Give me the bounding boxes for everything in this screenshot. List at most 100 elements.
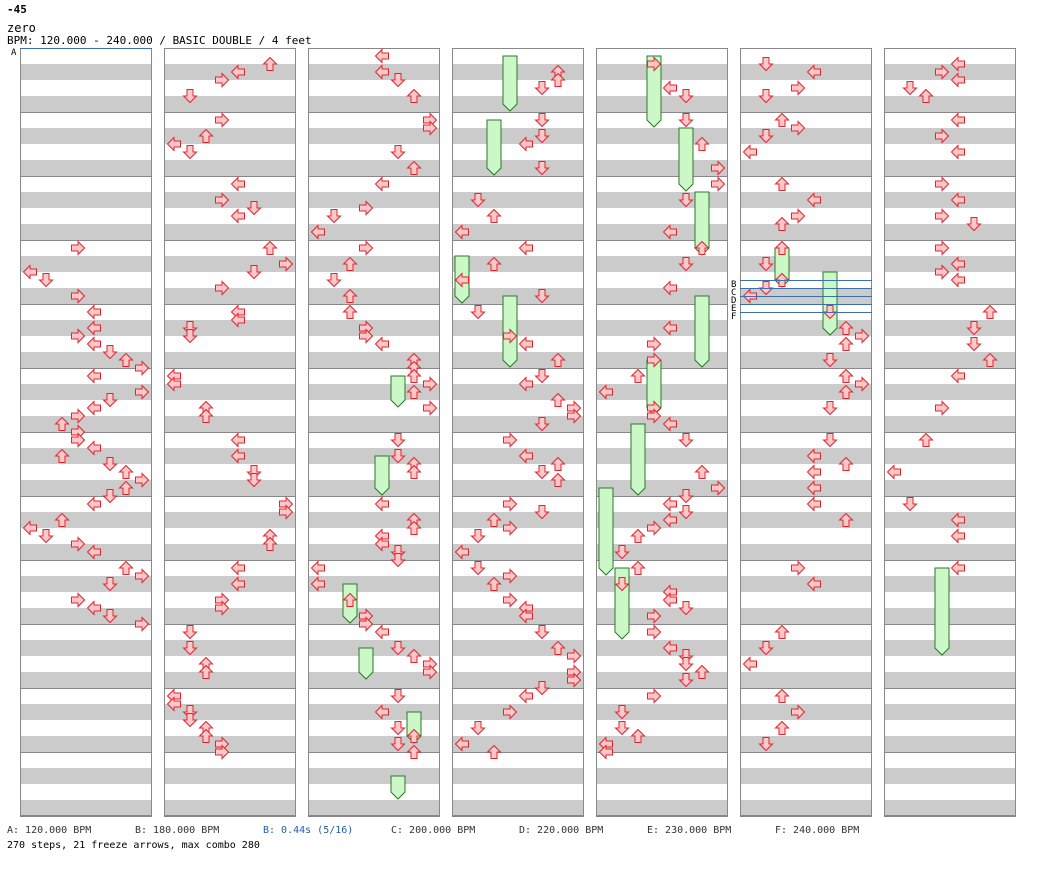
beat-stripe — [596, 160, 728, 176]
beat-stripe — [740, 128, 872, 144]
beat-stripe — [164, 608, 296, 624]
beat-stripe — [740, 320, 872, 336]
beat-stripe — [452, 224, 584, 240]
beat-stripe — [20, 640, 152, 656]
beat-stripe — [308, 512, 440, 528]
beat-stripe — [20, 96, 152, 112]
beat-stripe — [20, 704, 152, 720]
legend-bpm-e: E: 230.000 BPM — [647, 825, 732, 836]
beat-stripe — [596, 768, 728, 784]
difficulty-level: -45 — [7, 3, 27, 16]
beat-stripe — [20, 256, 152, 272]
beat-stripe — [452, 416, 584, 432]
bpm-marker-label: D — [731, 296, 736, 306]
beat-stripe — [452, 448, 584, 464]
beat-stripe — [20, 608, 152, 624]
beat-stripe — [164, 160, 296, 176]
beat-stripe — [740, 64, 872, 80]
freeze-arrow — [502, 55, 518, 112]
beat-stripe — [308, 64, 440, 80]
freeze-arrow — [486, 119, 502, 176]
beat-stripe — [308, 768, 440, 784]
song-title: zero — [7, 21, 36, 35]
beat-stripe — [452, 288, 584, 304]
bpm-marker-label: C — [731, 288, 736, 298]
beat-stripe — [884, 640, 1016, 656]
chart-column — [596, 48, 728, 817]
chart-stats: 270 steps, 21 freeze arrows, max combo 2… — [7, 840, 260, 851]
beat-stripe — [740, 800, 872, 816]
beat-stripe — [884, 480, 1016, 496]
beat-stripe — [20, 384, 152, 400]
beat-stripe — [452, 256, 584, 272]
beat-stripe — [20, 512, 152, 528]
beat-stripe — [452, 704, 584, 720]
beat-stripe — [164, 256, 296, 272]
beat-stripe — [740, 512, 872, 528]
beat-stripe — [740, 160, 872, 176]
beat-stripe — [308, 128, 440, 144]
beat-stripe — [884, 128, 1016, 144]
beat-stripe — [452, 160, 584, 176]
beat-stripe — [308, 448, 440, 464]
beat-stripe — [452, 320, 584, 336]
beat-stripe — [308, 160, 440, 176]
beat-stripe — [308, 544, 440, 560]
beat-stripe — [596, 800, 728, 816]
bpm-marker-label: B — [731, 280, 736, 290]
beat-stripe — [164, 416, 296, 432]
freeze-arrow — [390, 775, 406, 800]
beat-stripe — [740, 608, 872, 624]
beat-stripe — [740, 704, 872, 720]
beat-stripe — [452, 576, 584, 592]
beat-stripe — [308, 384, 440, 400]
beat-stripe — [596, 384, 728, 400]
beat-stripe — [740, 672, 872, 688]
beat-stripe — [20, 768, 152, 784]
beat-stripe — [164, 352, 296, 368]
column-border — [308, 48, 440, 816]
legend-bpm-c: C: 200.000 BPM — [391, 825, 476, 836]
freeze-arrow — [374, 455, 390, 496]
beat-stripe — [596, 448, 728, 464]
beat-stripe — [308, 672, 440, 688]
beat-stripe — [20, 224, 152, 240]
beat-stripe — [884, 448, 1016, 464]
beat-stripe — [20, 128, 152, 144]
beat-stripe — [740, 480, 872, 496]
column-border — [884, 48, 1016, 816]
beat-stripe — [452, 128, 584, 144]
beat-stripe — [308, 640, 440, 656]
beat-stripe — [884, 192, 1016, 208]
beat-stripe — [164, 576, 296, 592]
beat-stripe — [20, 800, 152, 816]
beat-stripe — [884, 672, 1016, 688]
chart-column — [308, 48, 440, 817]
beat-stripe — [884, 768, 1016, 784]
beat-stripe — [164, 192, 296, 208]
beat-stripe — [452, 480, 584, 496]
freeze-arrow — [630, 423, 646, 496]
beat-stripe — [740, 640, 872, 656]
beat-stripe — [452, 672, 584, 688]
bpm-marker-label: F — [731, 312, 736, 322]
beat-stripe — [20, 192, 152, 208]
legend-bpm-b: B: 180.000 BPM — [135, 825, 220, 836]
freeze-arrow — [822, 271, 838, 336]
column-border — [740, 48, 872, 816]
beat-stripe — [308, 320, 440, 336]
beat-stripe — [884, 96, 1016, 112]
beat-stripe — [740, 224, 872, 240]
beat-stripe — [596, 544, 728, 560]
beat-stripe — [740, 768, 872, 784]
beat-stripe — [20, 448, 152, 464]
beat-stripe — [740, 544, 872, 560]
beat-stripe — [308, 192, 440, 208]
legend-bpm-d: D: 220.000 BPM — [519, 825, 604, 836]
chart-column — [740, 48, 872, 817]
beat-stripe — [740, 352, 872, 368]
beat-stripe — [596, 640, 728, 656]
beat-stripe — [164, 544, 296, 560]
beat-stripe — [884, 800, 1016, 816]
beat-stripe — [164, 768, 296, 784]
